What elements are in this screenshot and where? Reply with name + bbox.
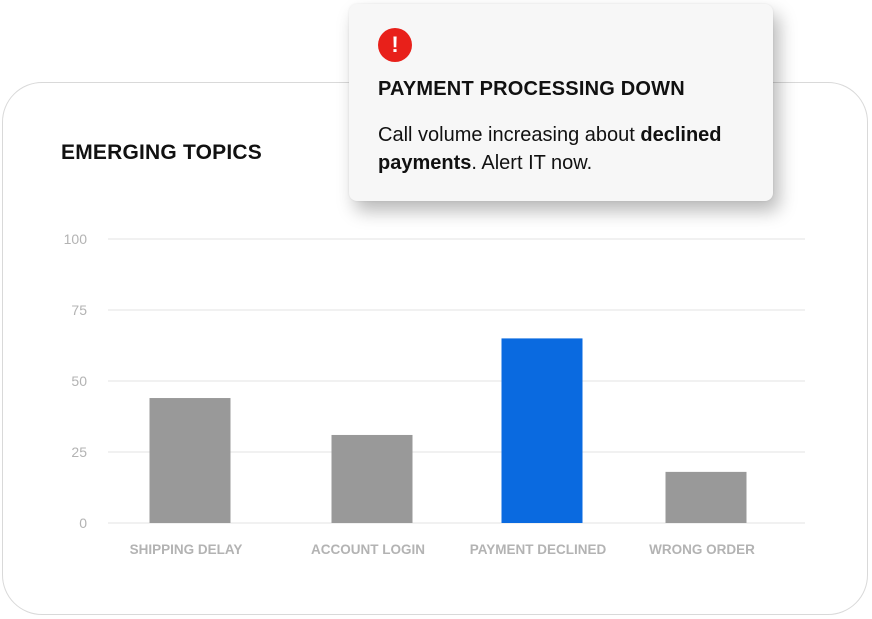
y-tick-label: 0: [79, 515, 87, 531]
x-tick-label: PAYMENT DECLINED: [470, 542, 607, 557]
alert-message-bold: declined payments: [378, 124, 722, 174]
x-tick-label: WRONG ORDER: [649, 542, 755, 557]
alert-message-prefix: Call volume increasing about: [378, 124, 641, 146]
alert-title: PAYMENT PROCESSING DOWN: [378, 78, 685, 100]
bar: [665, 471, 747, 523]
bar: [501, 338, 583, 523]
y-tick-label: 75: [71, 302, 87, 318]
y-tick-label: 25: [71, 444, 87, 460]
alert-message-suffix: . Alert IT now.: [471, 152, 593, 174]
x-tick-label: SHIPPING DELAY: [130, 542, 243, 557]
chart-title: EMERGING TOPICS: [61, 141, 262, 164]
y-tick-label: 50: [71, 373, 87, 389]
alert-popup[interactable]: ! PAYMENT PROCESSING DOWN Call volume in…: [349, 4, 773, 201]
alert-message: Call volume increasing about declined pa…: [378, 121, 758, 177]
bar: [149, 398, 231, 523]
y-tick-label: 100: [64, 231, 88, 247]
x-tick-label: ACCOUNT LOGIN: [311, 542, 425, 557]
bar: [331, 434, 413, 523]
exclamation-icon: !: [378, 28, 412, 62]
